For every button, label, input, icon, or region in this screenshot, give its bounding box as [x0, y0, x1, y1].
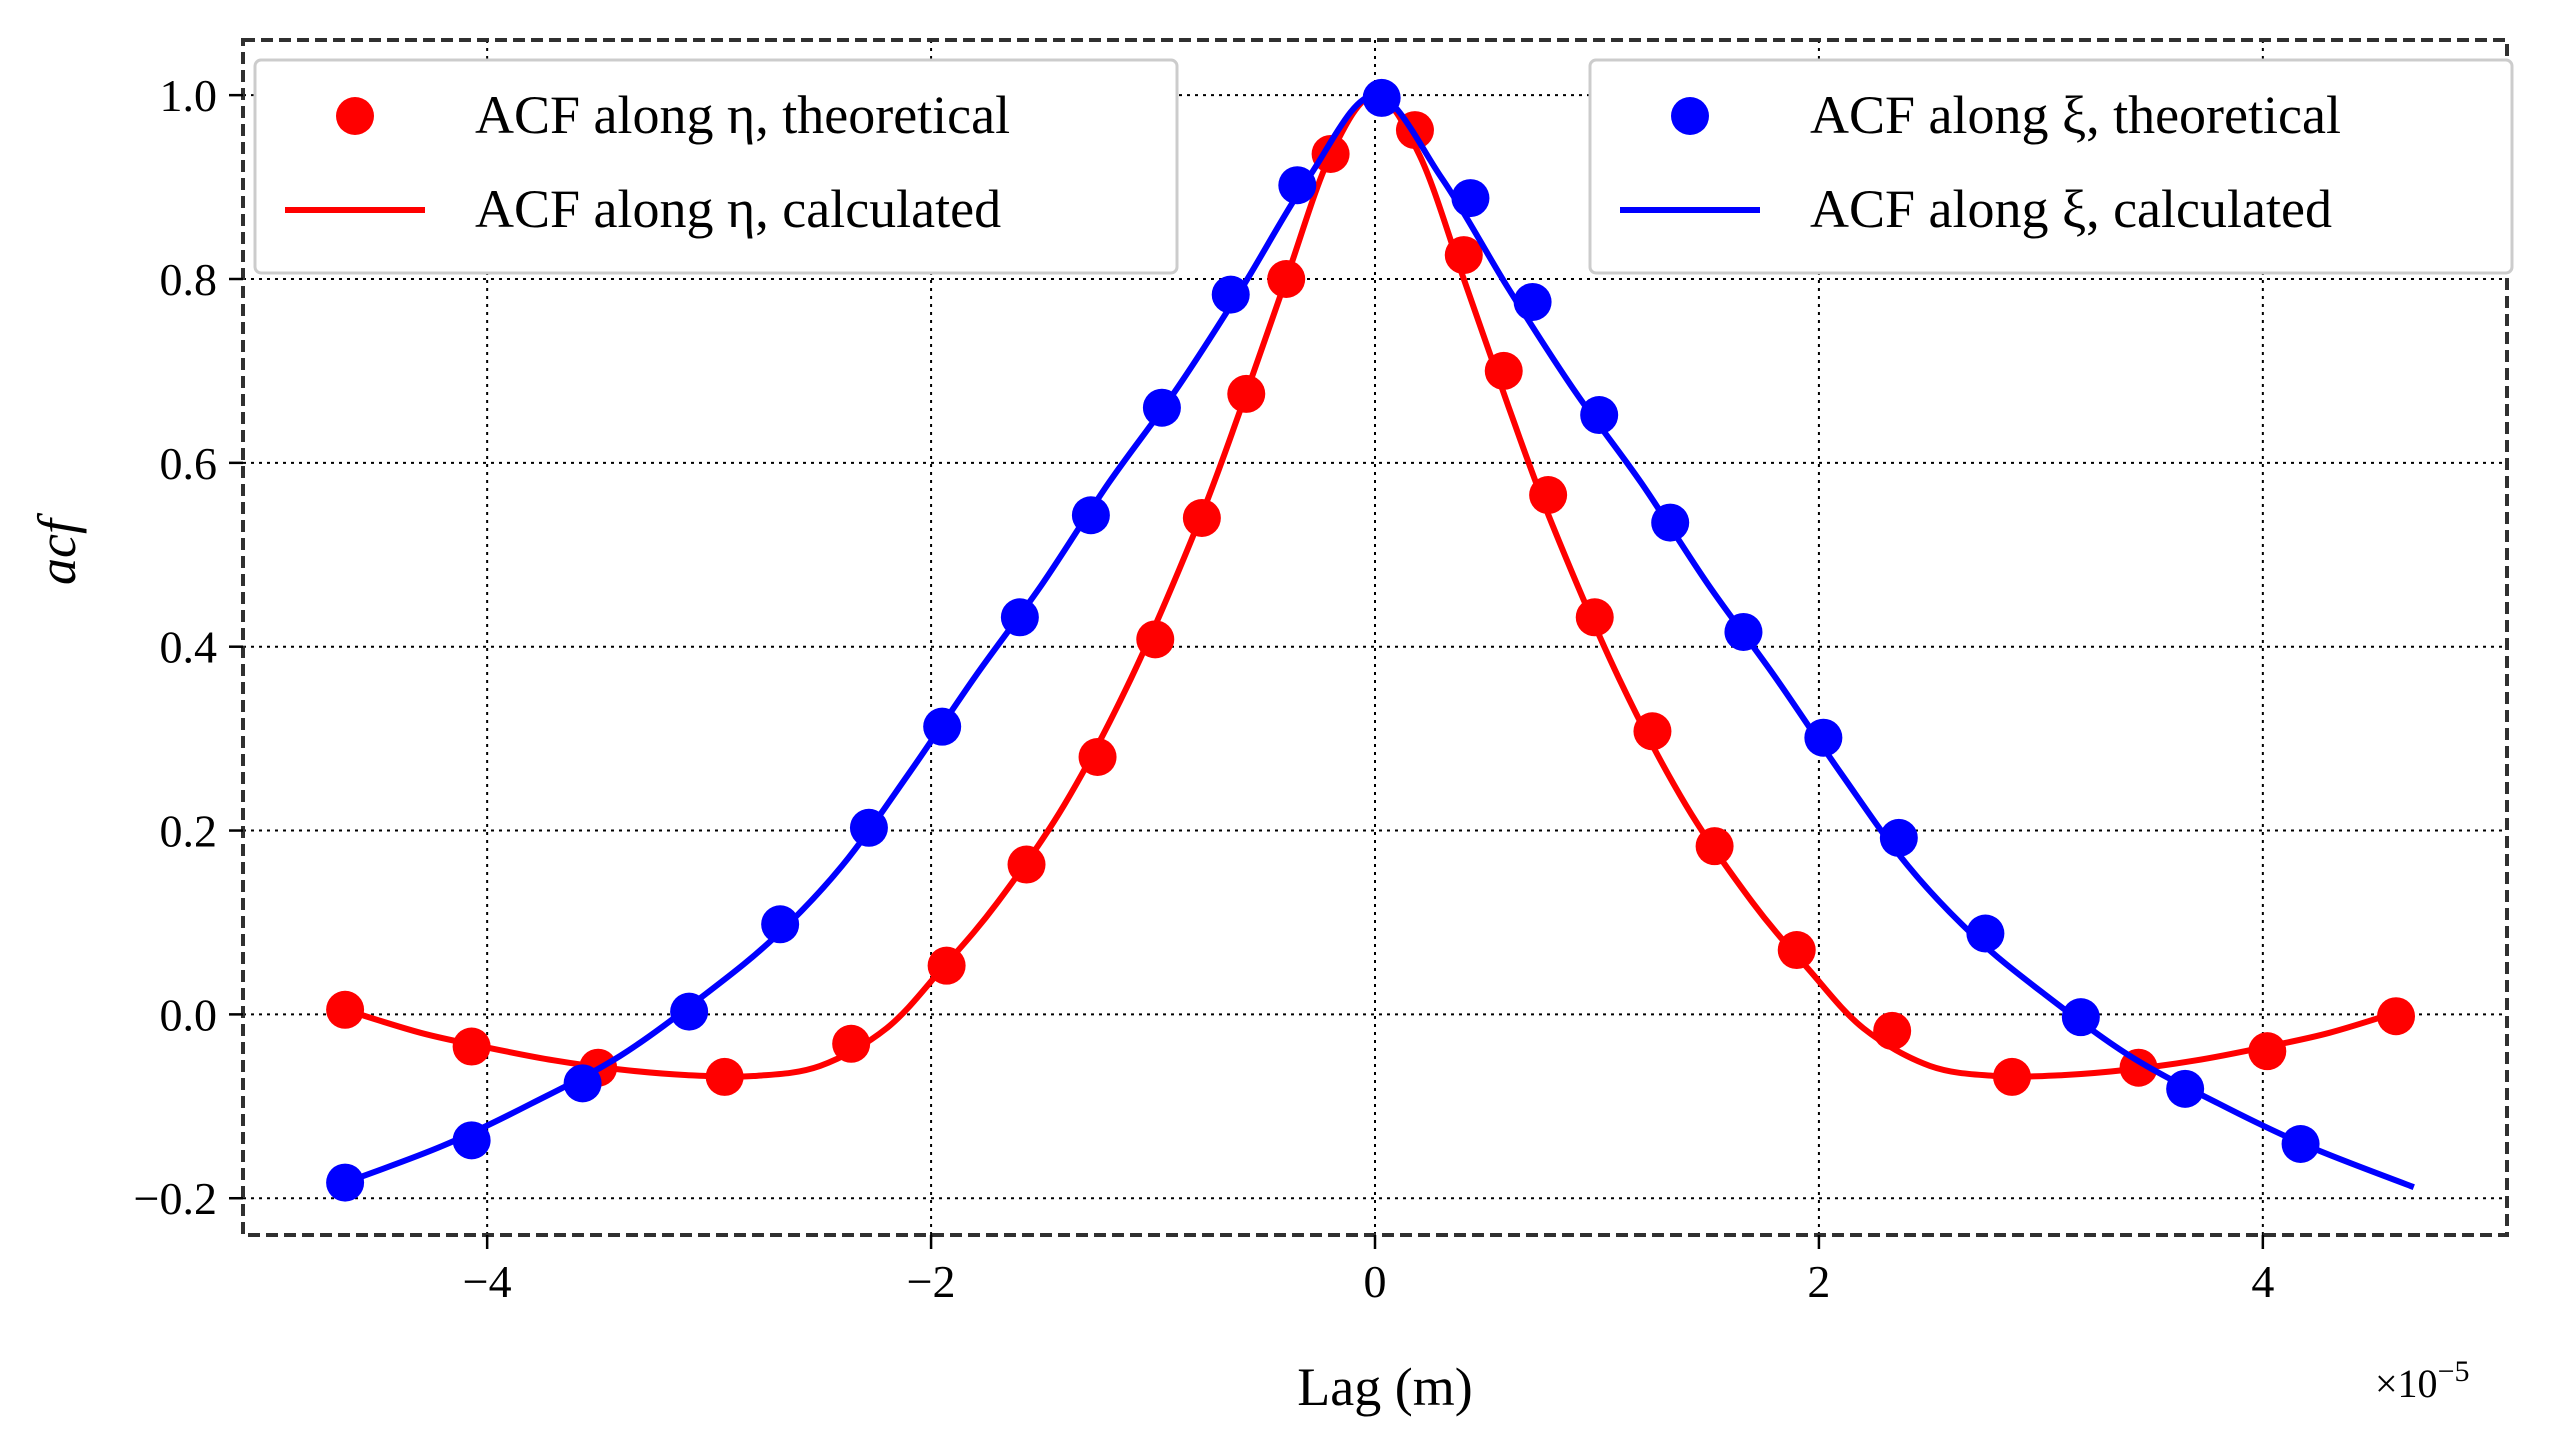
series-eta-theoretical-point [1267, 260, 1306, 298]
series-eta-theoretical-point [1529, 476, 1568, 515]
series-xi-marker [326, 78, 2320, 1202]
series-xi-theoretical-point [2281, 1124, 2320, 1163]
series-xi-theoretical-point [1362, 78, 1401, 117]
x-axis-multiplier-exponent: −5 [2438, 1355, 2470, 1388]
series-eta-theoretical-point [927, 946, 966, 985]
series-xi-theoretical-point [1879, 818, 1918, 857]
legend-left-box [253, 58, 1179, 275]
series-eta-theoretical-point [705, 1057, 744, 1096]
x-axis-multiplier-base: ×10 [2375, 1361, 2438, 1406]
series-xi-theoretical-point [1651, 503, 1690, 542]
legend-left: ACF along η, theoretical ACF along η, ca… [253, 58, 1179, 275]
series-xi-theoretical-point [1211, 275, 1250, 314]
y-tick-label: 0.0 [160, 989, 218, 1040]
series-eta-theoretical-point [1777, 931, 1816, 970]
series-xi-theoretical-point [563, 1064, 602, 1103]
series-xi-theoretical-point [849, 808, 888, 847]
y-tick-label: 0.4 [160, 622, 218, 673]
y-tick-label: −0.2 [134, 1173, 217, 1224]
series-xi-theoretical-point [1142, 388, 1181, 427]
series-eta-theoretical-point [1227, 374, 1266, 413]
series-xi-theoretical-point [1071, 496, 1110, 535]
legend-xi-calculated-label: ACF along ξ, calculated [1810, 179, 2332, 239]
series-xi-theoretical-point [761, 905, 800, 944]
series-eta-theoretical-point [1444, 236, 1483, 275]
series-eta-theoretical-point [452, 1027, 491, 1066]
x-axis-label: Lag (m) [1297, 1357, 1472, 1417]
series-xi-theoretical-point [1451, 179, 1490, 218]
series-xi-theoretical-point [923, 707, 962, 746]
series-eta-theoretical-point [832, 1024, 871, 1063]
series-eta-theoretical-point [1633, 712, 1672, 751]
series-xi-theoretical-point [1724, 612, 1763, 651]
x-axis-multiplier: ×10−5 [2375, 1355, 2469, 1406]
data-series [326, 78, 2416, 1202]
y-tick-label: 0.6 [160, 438, 218, 489]
series-xi-theoretical-point [1580, 396, 1619, 435]
x-tick-label: 0 [1364, 1256, 1387, 1307]
series-xi-theoretical-point [1804, 718, 1843, 757]
legend-right-box [1588, 58, 2514, 275]
series-xi-theoretical-point [452, 1121, 491, 1160]
series-xi-theoretical-point [2061, 998, 2100, 1037]
series-xi-theoretical-point [2166, 1069, 2205, 1108]
series-eta-theoretical-point [326, 990, 365, 1029]
series-eta-marker [326, 111, 2416, 1096]
series-eta-theoretical-point [1078, 738, 1117, 776]
series-xi-theoretical-point [1278, 166, 1317, 205]
y-axis-label: acf [27, 512, 87, 585]
y-tick-label: 0.8 [160, 254, 218, 305]
series-eta-theoretical-point [2377, 997, 2416, 1036]
legend-eta-calculated-label: ACF along η, calculated [475, 179, 1001, 239]
series-eta-theoretical-point [1182, 499, 1221, 537]
series-eta-theoretical-point [1007, 845, 1046, 884]
legend-xi-theoretical-label: ACF along ξ, theoretical [1810, 85, 2341, 145]
x-tick-label: −2 [907, 1256, 956, 1307]
series-xi-theoretical-point [1000, 598, 1039, 637]
x-tick-label: −4 [463, 1256, 512, 1307]
series-xi-theoretical-point [670, 992, 709, 1031]
series-eta-theoretical-point [1484, 351, 1523, 390]
y-tick-label: 0.2 [160, 806, 218, 857]
legend-eta-theoretical-marker [336, 97, 374, 135]
series-eta-theoretical-point [1136, 620, 1175, 659]
x-tick-label: 4 [2251, 1256, 2274, 1307]
legend-right: ACF along ξ, theoretical ACF along ξ, ca… [1588, 58, 2514, 275]
legend-eta-theoretical-label: ACF along η, theoretical [475, 85, 1010, 145]
legend-xi-theoretical-marker [1671, 97, 1709, 135]
series-eta-theoretical-point [1575, 598, 1614, 637]
series-eta-theoretical-point [2248, 1032, 2287, 1071]
series-xi-theoretical-point [1966, 914, 2005, 953]
series-eta-theoretical-point [1873, 1011, 1912, 1050]
axis-ticks: −4 −2 0 2 4 −0.2 0.0 0.2 0.4 0.6 0.8 1.0 [134, 70, 2275, 1307]
series-xi-theoretical-point [1513, 282, 1552, 321]
x-tick-label: 2 [1807, 1256, 1830, 1307]
y-tick-label: 1.0 [160, 70, 218, 121]
series-eta-theoretical-point [1695, 827, 1734, 866]
series-eta-theoretical-point [1993, 1057, 2032, 1096]
series-xi-theoretical-point [326, 1163, 365, 1202]
